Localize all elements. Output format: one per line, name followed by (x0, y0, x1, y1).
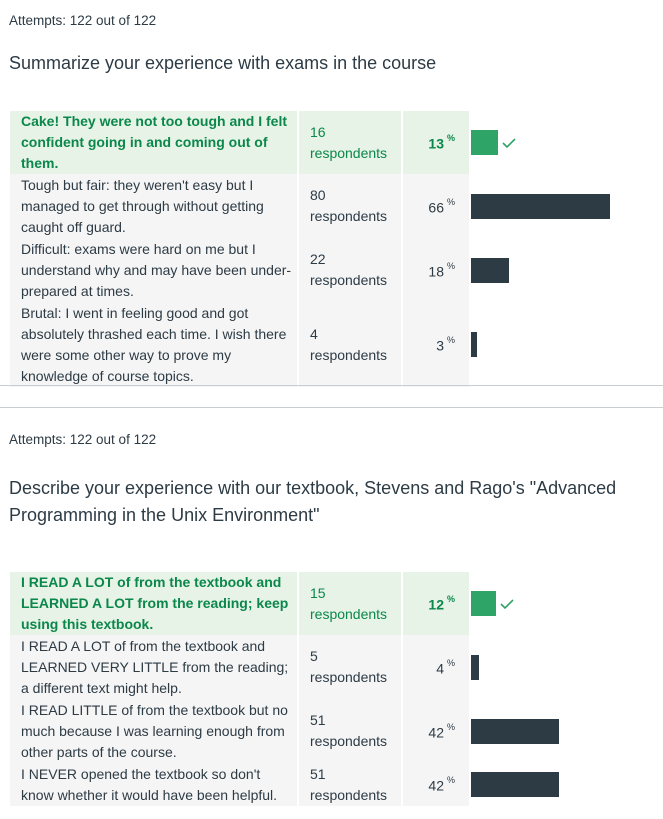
bar-cell (469, 111, 610, 174)
respondent-count: 16 respondents (298, 111, 403, 174)
question-text: Summarize your experience with exams in … (9, 53, 437, 73)
result-bar (471, 718, 559, 744)
percent-value: 13% (402, 111, 469, 174)
answer-text: I READ A LOT of from the textbook and LE… (10, 572, 299, 635)
question-text: Describe your experience with our textbo… (9, 478, 617, 525)
question-block: Attempts: 122 out of 122 Describe your e… (0, 432, 663, 529)
result-bar (471, 257, 509, 283)
answer-row: Brutal: I went in feeling good and got a… (10, 302, 610, 387)
percent-value: 18% (402, 238, 469, 302)
percent-value: 3% (402, 302, 469, 387)
answer-text: Tough but fair: they weren't easy but I … (10, 174, 299, 238)
answer-row: I READ A LOT of from the textbook and LE… (10, 635, 559, 699)
percent-value: 42% (402, 763, 469, 806)
respondent-count: 5 respondents (298, 635, 403, 699)
answer-text: Brutal: I went in feeling good and got a… (10, 302, 299, 387)
answer-row: Tough but fair: they weren't easy but I … (10, 174, 610, 238)
answer-table: Cake! They were not too tough and I felt… (10, 111, 611, 387)
bar-cell (469, 302, 610, 387)
answer-row: Cake! They were not too tough and I felt… (10, 111, 610, 174)
answer-text: I READ LITTLE of from the textbook but n… (10, 699, 299, 763)
percent-value: 4% (402, 635, 469, 699)
respondent-count: 51 respondents (298, 763, 403, 806)
result-bar (471, 654, 479, 680)
result-bar (471, 130, 498, 155)
divider (0, 385, 663, 386)
bar-cell (469, 635, 559, 699)
respondent-count: 22 respondents (298, 238, 403, 302)
respondent-count: 4 respondents (298, 302, 403, 387)
answer-row: Difficult: exams were hard on me but I u… (10, 238, 610, 302)
bar-cell (469, 763, 559, 806)
answer-text: Difficult: exams were hard on me but I u… (10, 238, 299, 302)
respondent-count: 51 respondents (298, 699, 403, 763)
result-bar (471, 591, 496, 616)
result-bar (471, 332, 477, 357)
answer-table: I READ A LOT of from the textbook and LE… (10, 572, 560, 806)
percent-value: 12% (402, 572, 469, 635)
bar-cell (469, 174, 610, 238)
answer-row: I READ A LOT of from the textbook and LE… (10, 572, 559, 635)
divider (0, 407, 663, 408)
respondent-count: 80 respondents (298, 174, 403, 238)
attempts-label: Attempts: 122 out of 122 (9, 13, 157, 28)
answer-row: I NEVER opened the textbook so don't kno… (10, 763, 559, 806)
percent-value: 42% (402, 699, 469, 763)
bar-cell (469, 238, 610, 302)
answer-text: Cake! They were not too tough and I felt… (10, 111, 299, 174)
result-bar (471, 772, 559, 797)
result-bar (471, 193, 610, 219)
attempts-label: Attempts: 122 out of 122 (9, 432, 157, 447)
bar-cell (469, 699, 559, 763)
check-icon (500, 598, 514, 609)
question-block: Attempts: 122 out of 122 Summarize your … (0, 13, 663, 77)
check-icon (502, 137, 516, 148)
answer-text: I NEVER opened the textbook so don't kno… (10, 763, 299, 806)
respondent-count: 15 respondents (298, 572, 403, 635)
bar-cell (469, 572, 559, 635)
answer-row: I READ LITTLE of from the textbook but n… (10, 699, 559, 763)
percent-value: 66% (402, 174, 469, 238)
answer-text: I READ A LOT of from the textbook and LE… (10, 635, 299, 699)
